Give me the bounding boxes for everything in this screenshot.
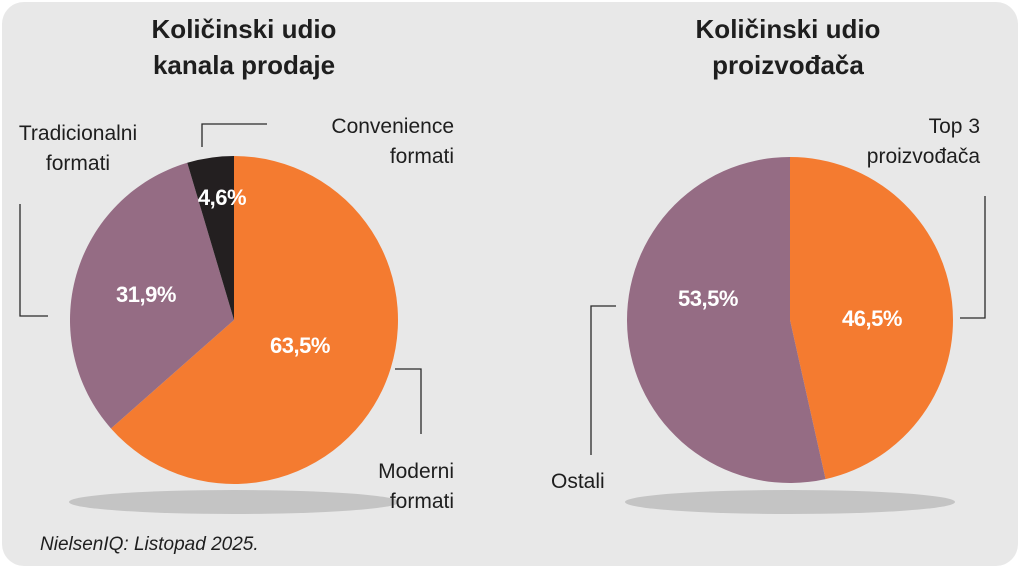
- leader-line: [19, 204, 48, 317]
- pie-slice: [790, 157, 954, 480]
- slice-callout-label: Moderni formati: [378, 460, 454, 513]
- pie-shadow: [69, 490, 399, 514]
- slice-value-label: 63,5%: [270, 333, 330, 358]
- chart-title: Količinski udio kanala prodaje: [152, 14, 337, 80]
- pie-slice: [187, 156, 234, 320]
- slice-callout-line: formati: [390, 145, 454, 168]
- slice-callout-label: Convenience formati: [331, 115, 454, 168]
- leader-line: [395, 368, 422, 434]
- slice-callout-line: Convenience: [331, 115, 454, 138]
- pie-chart-sales-channels: Količinski udio kanala prodaje 63,5% Modern…: [19, 14, 454, 514]
- chart-title-line: kanala prodaje: [153, 50, 335, 80]
- leader-line: [590, 305, 616, 455]
- chart-title-line: Količinski udio: [696, 14, 881, 44]
- chart-title-line: Količinski udio: [152, 14, 337, 44]
- slice-callout-line: formati: [390, 490, 454, 513]
- slice-callout-label: Tradicionalni formati: [19, 122, 137, 175]
- slice-callout-line: Top 3: [929, 115, 980, 138]
- slice-callout-line: Tradicionalni: [19, 122, 137, 145]
- leader-line: [201, 123, 267, 147]
- pie-slice: [110, 156, 398, 484]
- pie-chart-manufacturers: Količinski udio proizvođača 46,5% Top 3 proi…: [551, 14, 986, 514]
- source-note: NielsenIQ: Listopad 2025.: [40, 534, 259, 555]
- leader-line: [960, 196, 986, 319]
- slice-callout-label: Top 3 proizvođača: [867, 115, 981, 168]
- slice-callout-line: Moderni: [378, 460, 454, 483]
- slice-value-label: 31,9%: [116, 282, 176, 307]
- pie-slice: [627, 157, 826, 483]
- slice-callout-line: formati: [46, 152, 110, 175]
- pie-shadow: [625, 490, 955, 514]
- slice-value-label: 4,6%: [198, 185, 246, 210]
- slice-value-label: 53,5%: [678, 286, 738, 311]
- slice-callout-line: Ostali: [551, 470, 605, 493]
- slice-value-label: 46,5%: [842, 306, 902, 331]
- slice-callout-label: Ostali: [551, 470, 605, 493]
- pie-slice: [70, 162, 234, 429]
- slice-callout-line: proizvođača: [867, 145, 981, 168]
- chart-title-line: proizvođača: [712, 50, 864, 80]
- chart-title: Količinski udio proizvođača: [696, 14, 881, 80]
